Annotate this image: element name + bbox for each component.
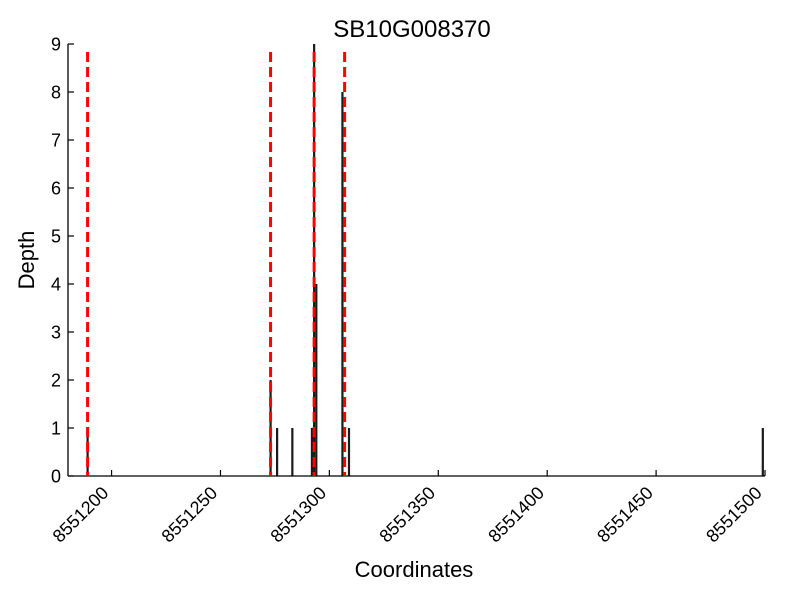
x-tick-label-1: 8551250 — [158, 483, 222, 547]
y-tick-label-2: 2 — [51, 371, 61, 391]
bar-5 — [313, 44, 316, 476]
y-tick-label-4: 4 — [51, 275, 61, 295]
bar-layer — [86, 44, 764, 476]
bar-9 — [761, 428, 764, 476]
y-tick-label-3: 3 — [51, 323, 61, 343]
x-axis-label: Coordinates — [355, 557, 474, 582]
x-tick-label-2: 8551300 — [267, 483, 331, 547]
y-tick-label-5: 5 — [51, 227, 61, 247]
axis-layer: 0 1 2 3 4 5 6 7 8 9 8551200 8551250 8551300 8551350 85… — [49, 35, 766, 547]
x-tick-label-4: 8551400 — [484, 483, 548, 547]
x-tick-label-3: 8551350 — [375, 483, 439, 547]
x-tick-label-5: 8551450 — [593, 483, 657, 547]
y-tick-label-0: 0 — [51, 467, 61, 487]
y-tick-label-7: 7 — [51, 131, 61, 151]
x-tick-label-0: 8551200 — [49, 483, 113, 547]
marker-layer — [86, 52, 347, 476]
y-tick-label-9: 9 — [51, 35, 61, 55]
bar-8 — [347, 428, 351, 476]
bar-2 — [276, 428, 279, 476]
bar-3 — [291, 428, 294, 476]
x-tick-label-6: 8551500 — [702, 483, 766, 547]
bar-4 — [310, 428, 314, 476]
bar-7 — [341, 92, 344, 476]
bar-6 — [315, 284, 318, 476]
y-axis-label: Depth — [14, 231, 39, 290]
y-tick-label-6: 6 — [51, 179, 61, 199]
y-tick-label-1: 1 — [51, 419, 61, 439]
chart-title: SB10G008370 — [333, 16, 490, 43]
y-tick-label-8: 8 — [51, 83, 61, 103]
